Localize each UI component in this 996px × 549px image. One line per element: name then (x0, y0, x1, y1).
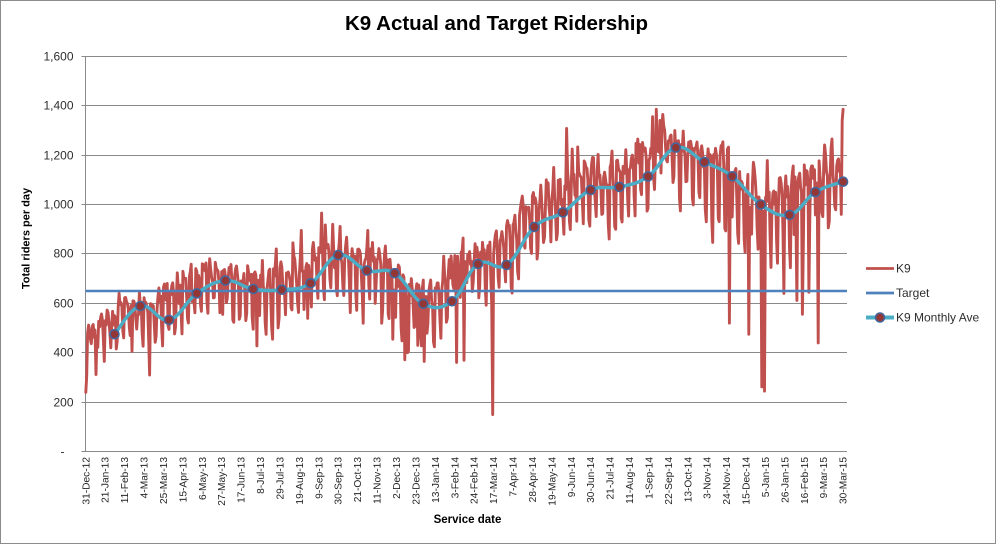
svg-text:5-Jan-15: 5-Jan-15 (761, 457, 772, 498)
svg-text:3-Nov-14: 3-Nov-14 (703, 457, 714, 499)
svg-text:9-Sep-13: 9-Sep-13 (314, 457, 325, 499)
svg-text:1,400: 1,400 (43, 99, 73, 113)
svg-text:K9 Monthly Ave: K9 Monthly Ave (896, 311, 979, 325)
svg-text:800: 800 (53, 247, 73, 261)
svg-text:200: 200 (53, 396, 73, 410)
svg-text:K9 Actual and Target Ridership: K9 Actual and Target Ridership (345, 12, 648, 35)
svg-text:13-Oct-14: 13-Oct-14 (683, 457, 694, 503)
svg-text:24-Nov-14: 24-Nov-14 (722, 457, 733, 505)
svg-text:25-Mar-13: 25-Mar-13 (159, 457, 170, 504)
svg-text:K9: K9 (896, 262, 911, 276)
svg-text:11-Nov-13: 11-Nov-13 (373, 457, 384, 504)
svg-text:30-Jun-14: 30-Jun-14 (586, 457, 597, 503)
svg-text:Total riders per day: Total riders per day (21, 187, 33, 289)
svg-text:400: 400 (53, 346, 73, 360)
svg-text:600: 600 (53, 297, 73, 311)
svg-text:11-Feb-13: 11-Feb-13 (120, 457, 131, 504)
svg-text:23-Dec-13: 23-Dec-13 (411, 457, 422, 505)
svg-text:21-Jul-14: 21-Jul-14 (606, 457, 617, 500)
svg-text:7-Apr-14: 7-Apr-14 (509, 457, 520, 497)
svg-text:1-Sep-14: 1-Sep-14 (644, 457, 655, 499)
svg-text:30-Sep-13: 30-Sep-13 (334, 457, 345, 505)
svg-text:2-Dec-13: 2-Dec-13 (392, 457, 403, 499)
svg-text:19-Aug-13: 19-Aug-13 (295, 457, 306, 505)
svg-text:22-Sep-14: 22-Sep-14 (664, 457, 675, 505)
svg-text:6-May-13: 6-May-13 (198, 457, 209, 500)
svg-text:26-Jan-15: 26-Jan-15 (780, 457, 791, 503)
svg-text:11-Aug-14: 11-Aug-14 (625, 457, 636, 504)
svg-text:9-Mar-15: 9-Mar-15 (819, 457, 830, 499)
svg-text:15-Apr-13: 15-Apr-13 (178, 457, 189, 503)
svg-text:30-Mar-15: 30-Mar-15 (839, 457, 850, 504)
svg-text:15-Dec-14: 15-Dec-14 (742, 457, 753, 505)
svg-text:31-Dec-12: 31-Dec-12 (81, 457, 92, 505)
svg-text:Service date: Service date (434, 514, 502, 526)
svg-text:1,200: 1,200 (43, 149, 73, 163)
svg-text:8-Jul-13: 8-Jul-13 (256, 457, 267, 494)
svg-text:24-Feb-14: 24-Feb-14 (470, 457, 481, 504)
svg-text:1,000: 1,000 (43, 198, 73, 212)
svg-text:19-May-14: 19-May-14 (547, 457, 558, 506)
svg-text:17-Jun-13: 17-Jun-13 (237, 457, 248, 503)
svg-text:13-Jan-14: 13-Jan-14 (431, 457, 442, 503)
svg-text:28-Apr-14: 28-Apr-14 (528, 457, 539, 503)
svg-text:29-Jul-13: 29-Jul-13 (276, 457, 287, 500)
svg-text:21-Oct-13: 21-Oct-13 (353, 457, 364, 503)
svg-text:-: - (61, 445, 65, 459)
svg-text:4-Mar-13: 4-Mar-13 (140, 457, 151, 499)
svg-text:17-Mar-14: 17-Mar-14 (489, 457, 500, 504)
svg-text:Target: Target (896, 286, 930, 300)
svg-text:3-Feb-14: 3-Feb-14 (450, 457, 461, 499)
svg-text:27-May-13: 27-May-13 (217, 457, 228, 506)
svg-text:21-Jan-13: 21-Jan-13 (101, 457, 112, 503)
svg-text:1,600: 1,600 (43, 50, 73, 64)
svg-text:9-Jun-14: 9-Jun-14 (567, 457, 578, 498)
svg-text:16-Feb-15: 16-Feb-15 (800, 457, 811, 504)
